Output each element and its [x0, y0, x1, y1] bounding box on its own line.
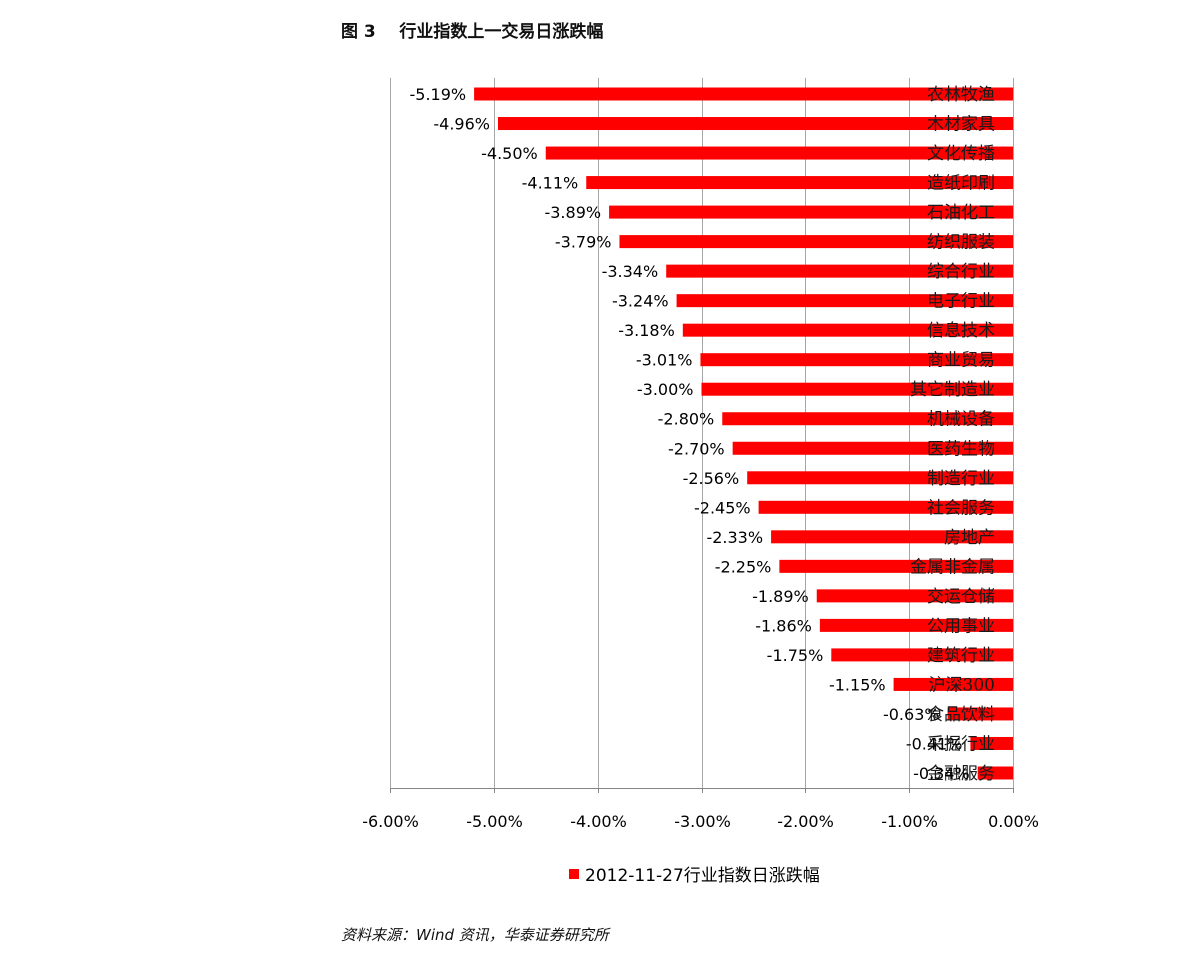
bar-2 — [545, 146, 1013, 160]
category-label: 造纸印刷 — [927, 174, 995, 194]
value-label: -1.15% — [829, 675, 886, 694]
legend-label: 2012-11-27行业指数日涨跌幅 — [585, 866, 820, 886]
bar-20 — [893, 677, 1013, 691]
bar-12 — [732, 441, 1013, 455]
category-label: 商业贸易 — [927, 351, 995, 371]
value-label: -2.45% — [694, 498, 751, 517]
value-label: -3.24% — [612, 292, 669, 311]
value-label: -4.11% — [522, 174, 579, 193]
bar-21 — [947, 707, 1013, 721]
value-label: -3.79% — [555, 233, 612, 252]
bar-15 — [771, 530, 1013, 544]
category-label: 公用事业 — [927, 616, 995, 636]
category-label: 信息技术 — [927, 321, 995, 341]
x-tick-label: -4.00% — [570, 812, 627, 831]
category-label: 石油化工 — [927, 203, 995, 223]
category-label: 社会服务 — [927, 498, 995, 518]
category-label: 沪深300 — [929, 675, 995, 695]
bar-19 — [831, 648, 1013, 662]
value-label: -2.56% — [683, 469, 740, 488]
bar-9 — [700, 353, 1013, 367]
category-label: 交运仓储 — [927, 587, 995, 607]
category-label: 金融服务 — [927, 764, 995, 784]
legend-swatch — [569, 868, 579, 879]
value-label: -4.50% — [481, 144, 538, 163]
x-tick-label: -3.00% — [674, 812, 731, 831]
value-label: -4.96% — [433, 115, 490, 134]
value-label: -1.86% — [755, 616, 812, 635]
value-label: -3.00% — [637, 380, 694, 399]
category-label: 纺织服装 — [927, 233, 995, 253]
bar-10 — [701, 382, 1013, 396]
bar-13 — [747, 471, 1013, 485]
x-tick-label: 0.00% — [988, 812, 1039, 831]
category-label: 采掘行业 — [927, 734, 995, 754]
category-label: 电子行业 — [927, 292, 995, 312]
x-tick-label: -2.00% — [777, 812, 834, 831]
bar-23 — [977, 766, 1013, 780]
bar-16 — [779, 559, 1013, 573]
bar-3 — [586, 176, 1013, 190]
category-label: 农林牧渔 — [927, 85, 995, 105]
value-label: -2.80% — [658, 410, 715, 429]
category-label: 文化传播 — [927, 144, 995, 164]
category-label: 建筑行业 — [927, 646, 995, 666]
category-label: 食品饮料 — [927, 705, 995, 725]
legend: 2012-11-27行业指数日涨跌幅 — [569, 861, 820, 886]
value-label: -3.01% — [636, 351, 693, 370]
category-label: 综合行业 — [927, 262, 995, 282]
value-label: -2.70% — [668, 439, 725, 458]
category-label: 制造行业 — [927, 469, 995, 489]
bar-8 — [682, 323, 1013, 337]
source-note: 资料来源：Wind 资讯，华泰证券研究所 — [341, 926, 609, 944]
bar-0 — [474, 87, 1014, 101]
value-label: -2.33% — [706, 528, 763, 547]
category-label: 其它制造业 — [910, 380, 995, 400]
category-label: 机械设备 — [927, 410, 995, 430]
category-label: 木材家具 — [927, 115, 995, 135]
value-label: -3.89% — [544, 203, 601, 222]
bar-22 — [970, 736, 1013, 750]
x-tick-label: -5.00% — [466, 812, 523, 831]
bar-7 — [676, 294, 1013, 308]
bar-11 — [722, 412, 1013, 426]
category-label: 房地产 — [944, 528, 995, 548]
value-label: -0.34% — [913, 764, 970, 783]
x-tick-label: -1.00% — [881, 812, 938, 831]
x-tick-label: -6.00% — [362, 812, 419, 831]
category-label: 医药生物 — [927, 439, 995, 459]
category-label: 金属非金属 — [910, 557, 995, 577]
figure-title: 图 3 行业指数上一交易日涨跌幅 — [341, 22, 604, 42]
bar-17 — [816, 589, 1013, 603]
value-label: -3.34% — [602, 262, 659, 281]
value-label: -5.19% — [409, 85, 466, 104]
bar-6 — [666, 264, 1013, 278]
bar-5 — [619, 235, 1013, 249]
value-label: -0.63% — [883, 705, 940, 724]
bar-4 — [609, 205, 1013, 219]
bar-14 — [758, 500, 1013, 514]
value-label: -1.89% — [752, 587, 809, 606]
bar-18 — [819, 618, 1013, 632]
value-label: -2.25% — [715, 557, 772, 576]
value-label: -0.41% — [906, 734, 963, 753]
bar-1 — [497, 117, 1013, 131]
value-label: -3.18% — [618, 321, 675, 340]
value-label: -1.75% — [767, 646, 824, 665]
